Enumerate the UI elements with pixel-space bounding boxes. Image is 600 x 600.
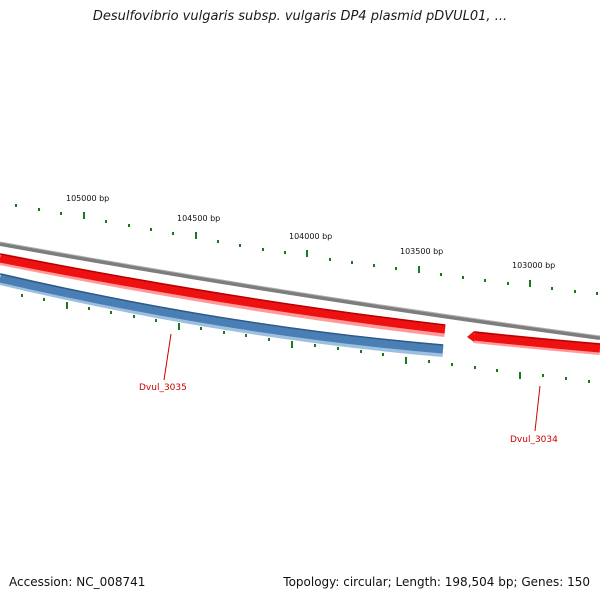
topology-summary: Topology: circular; Length: 198,504 bp; … (283, 575, 590, 589)
outer-tick-row (15, 204, 598, 295)
map-title: Desulfovibrio vulgaris subsp. vulgaris D… (92, 9, 508, 24)
backbone-line (0, 242, 600, 340)
inner-tick-row (21, 294, 590, 383)
gene-label-dvul-3035[interactable]: Dvul_3035 (139, 383, 187, 393)
gene-feature-dvul-3034[interactable] (467, 331, 600, 355)
tick-label-103500: 103500 bp (400, 247, 443, 256)
backbone-highlight (0, 241, 600, 337)
gene-feature-dvul-3035[interactable] (0, 273, 444, 357)
tick-label-104500: 104500 bp (177, 214, 220, 223)
gene-label-dvul-3034[interactable]: Dvul_3034 (510, 435, 558, 445)
tick-label-104000: 104000 bp (289, 232, 332, 241)
tick-label-105000: 105000 bp (66, 194, 109, 203)
accession-text: Accession: NC_008741 (9, 575, 146, 589)
leader-line-dvul-3034 (534, 385, 541, 432)
gene-feature-plus-left[interactable] (0, 253, 446, 337)
leader-line-dvul-3035 (163, 333, 172, 381)
gene-arrow-head (467, 331, 474, 342)
tick-label-103000: 103000 bp (512, 261, 555, 270)
